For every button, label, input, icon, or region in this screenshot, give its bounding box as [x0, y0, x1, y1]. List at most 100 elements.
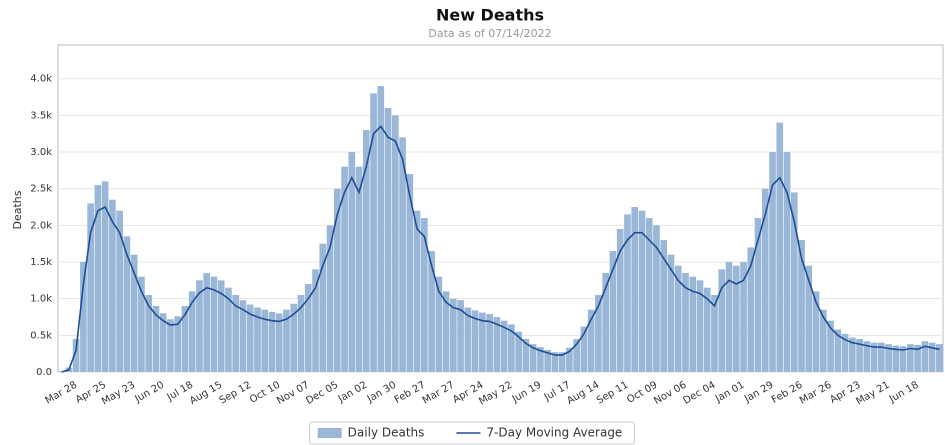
- y-axis-label: Deaths: [11, 190, 24, 229]
- bar: [718, 269, 726, 372]
- bar: [863, 341, 871, 372]
- bar: [616, 229, 624, 372]
- bar: [769, 152, 776, 372]
- bar: [573, 339, 580, 372]
- x-tick-label: Aug 14: [565, 380, 601, 407]
- bar: [682, 273, 689, 372]
- bar: [355, 166, 363, 372]
- bar: [609, 251, 617, 372]
- legend-label: 7-Day Moving Average: [486, 426, 622, 440]
- bar: [428, 251, 435, 372]
- bar: [138, 276, 145, 372]
- bar: [624, 214, 631, 372]
- bar: [464, 307, 472, 372]
- bar: [486, 314, 493, 372]
- y-tick-label: 0.0: [36, 367, 52, 378]
- bar: [595, 295, 602, 372]
- bar: [196, 280, 203, 372]
- y-tick-label: 4.0k: [30, 74, 52, 85]
- bar: [819, 309, 827, 372]
- bar: [370, 93, 377, 372]
- y-tick-label: 3.0k: [30, 147, 52, 158]
- bar: [101, 181, 109, 372]
- bar: [587, 309, 595, 372]
- x-tick-label: Aug 15: [188, 380, 224, 407]
- x-tick-label: Nov 06: [652, 380, 688, 407]
- x-tick-label: Mar 27: [421, 380, 457, 407]
- bar: [645, 218, 653, 372]
- x-tick-label: Jun 19: [510, 380, 544, 406]
- bar: [907, 344, 914, 372]
- bar: [899, 346, 907, 372]
- bar: [188, 291, 196, 372]
- bar: [711, 295, 718, 372]
- x-tick-label: Mar 28: [44, 380, 80, 407]
- bar: [848, 337, 856, 372]
- x-tick-label: Nov 07: [275, 380, 311, 407]
- x-tick-label: Mar 26: [798, 380, 834, 407]
- x-tick-label: Jan 02: [336, 380, 369, 406]
- bar: [283, 309, 290, 372]
- y-tick-label: 0.5k: [30, 330, 52, 341]
- bar: [275, 313, 283, 372]
- bar: [152, 306, 160, 372]
- bar: [268, 311, 276, 372]
- bar: [689, 276, 697, 372]
- bar: [479, 312, 486, 372]
- bar: [174, 316, 182, 372]
- x-tick-label: Dec 05: [304, 380, 340, 407]
- x-tick-label: May 22: [477, 380, 514, 408]
- bar: [109, 199, 116, 372]
- bar: [783, 152, 791, 372]
- bar: [319, 243, 327, 372]
- bar: [203, 273, 211, 372]
- bar: [892, 345, 900, 372]
- bar: [123, 236, 131, 372]
- bar: [116, 210, 123, 372]
- bar: [261, 309, 269, 372]
- bar: [312, 269, 319, 372]
- x-tick-label: Sep 12: [218, 380, 254, 407]
- bar: [508, 324, 515, 372]
- bar: [413, 210, 421, 372]
- bar: [493, 317, 501, 372]
- bar: [638, 210, 646, 372]
- bar: [798, 240, 805, 372]
- y-tick-label: 2.0k: [30, 220, 52, 231]
- bar: [391, 115, 399, 372]
- bar: [754, 218, 762, 372]
- bar: [667, 254, 675, 372]
- bar: [406, 174, 414, 372]
- bar: [210, 276, 218, 372]
- bar: [856, 339, 863, 372]
- bar: [812, 291, 820, 372]
- bar: [732, 265, 740, 372]
- bar: [362, 130, 370, 372]
- x-tick-label: Dec 04: [681, 380, 717, 407]
- bar: [653, 225, 660, 372]
- bar: [740, 262, 747, 372]
- bar: [471, 310, 479, 372]
- x-tick-label: Feb 27: [393, 380, 428, 406]
- bar: [558, 352, 566, 372]
- bar: [631, 207, 639, 372]
- x-tick-label: Jan 30: [365, 380, 398, 406]
- bar: [921, 341, 929, 372]
- bar: [297, 295, 305, 372]
- bar: [870, 342, 878, 372]
- bar: [246, 304, 254, 372]
- y-tick-label: 1.5k: [30, 257, 52, 268]
- bar: [522, 339, 530, 372]
- bar: [333, 188, 341, 372]
- bar: [660, 240, 668, 372]
- bar: [384, 108, 392, 373]
- bar: [878, 342, 885, 372]
- bar: [936, 344, 943, 372]
- bar: [290, 303, 298, 372]
- bar: [747, 247, 755, 372]
- bar: [254, 307, 261, 372]
- bar: [457, 300, 464, 372]
- bar: [145, 295, 153, 372]
- y-tick-label: 3.5k: [30, 110, 52, 121]
